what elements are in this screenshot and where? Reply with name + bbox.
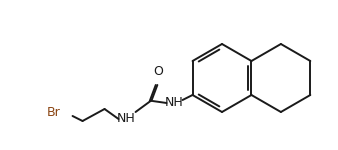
Text: Br: Br [47, 106, 61, 120]
Text: NH: NH [165, 96, 184, 110]
Text: O: O [153, 65, 164, 78]
Text: NH: NH [117, 112, 136, 126]
